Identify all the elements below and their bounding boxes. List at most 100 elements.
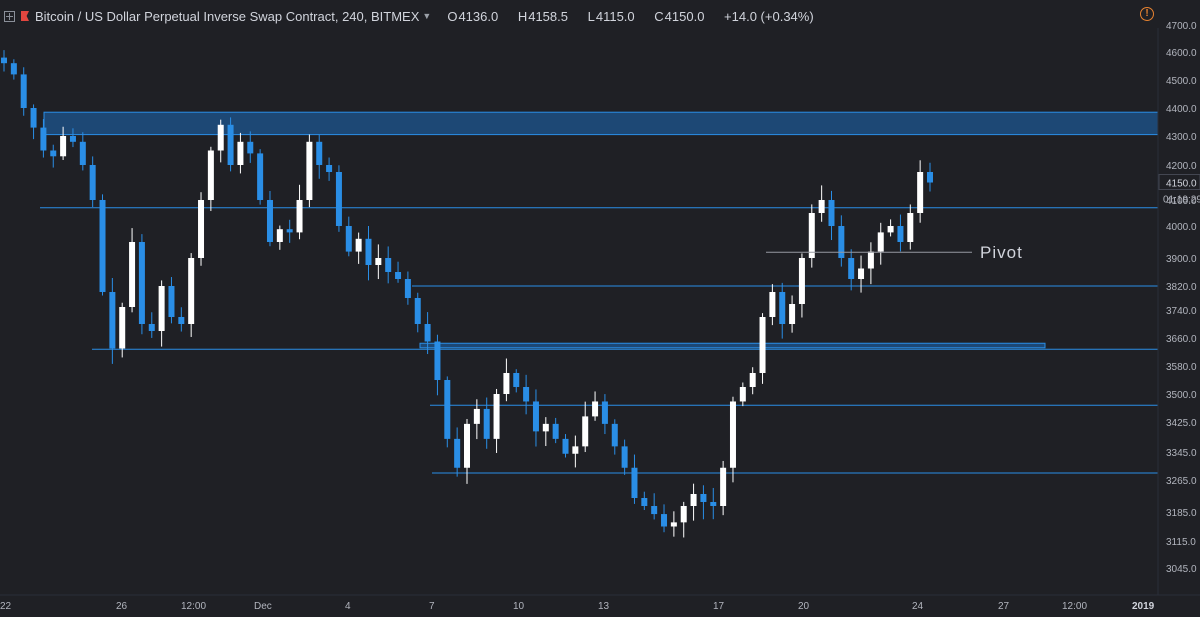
candle-body (316, 141, 323, 165)
candle-body (867, 251, 874, 269)
candle-body (651, 506, 658, 515)
candle-body (562, 438, 569, 454)
candle-body (306, 141, 313, 200)
candle-body (89, 165, 96, 200)
time-tick-label: 24 (912, 601, 924, 612)
candle-body (710, 502, 717, 506)
time-tick-label: 13 (598, 601, 610, 612)
pivot-label: Pivot (980, 243, 1023, 262)
candle-body (592, 401, 599, 417)
candle-body (207, 150, 214, 200)
candle-body (355, 238, 362, 252)
time-tick-label: 17 (713, 601, 725, 612)
candle-body (424, 324, 431, 342)
time-tick-label: 20 (798, 601, 810, 612)
last-price-box (1158, 174, 1200, 190)
candle-body (779, 292, 786, 324)
price-tick-label: 4100.0 (1166, 196, 1197, 207)
close-label: C (654, 8, 664, 24)
candle-body (188, 258, 195, 324)
candle-body (20, 74, 27, 108)
candle-body (631, 467, 638, 498)
chevron-down-icon[interactable]: ▼ (422, 11, 432, 21)
price-tick-label: 3900.0 (1166, 254, 1197, 265)
candle-body (523, 387, 530, 402)
candle-body (483, 408, 490, 439)
candle-body (365, 238, 372, 265)
candle-body (395, 272, 402, 279)
price-tick-label: 3185.0 (1166, 508, 1197, 519)
warning-icon[interactable]: ! (1140, 7, 1154, 21)
candle-body (700, 494, 707, 502)
exchange-flag-icon (21, 11, 29, 21)
price-tick-label: 4400.0 (1166, 104, 1197, 115)
time-tick-label: 27 (998, 601, 1010, 612)
time-tick-label: 12:00 (1062, 601, 1087, 612)
candle-body (907, 213, 914, 242)
candle-body (661, 514, 668, 527)
candle-body (759, 317, 766, 373)
candle-body (60, 136, 67, 157)
candle-body (582, 416, 589, 447)
candle-body (927, 172, 933, 183)
candle-body (473, 408, 480, 424)
candle-body (739, 387, 746, 402)
candle-body (30, 108, 37, 128)
candle-body (326, 165, 333, 172)
candle-body (503, 373, 510, 394)
price-tick-label: 3045.0 (1166, 564, 1197, 575)
time-tick-label: 22 (0, 601, 12, 612)
candle-body (178, 317, 185, 324)
candle-body (720, 467, 727, 506)
price-tick-label: 3500.0 (1166, 390, 1197, 401)
price-tick-label: 3740.0 (1166, 306, 1197, 317)
candle-body (375, 258, 382, 265)
close-value: 4150.0 (664, 8, 705, 24)
candle-body (158, 286, 165, 331)
price-tick-label: 4500.0 (1166, 76, 1197, 87)
candle-body (79, 141, 86, 165)
candle-body (148, 324, 155, 331)
price-tick-label: 4700.0 (1166, 21, 1197, 32)
candle-body (138, 242, 145, 324)
candle-body (513, 373, 520, 387)
candle-body (818, 200, 825, 213)
candle-body (828, 200, 835, 226)
candle-body (808, 213, 815, 258)
candle-body (119, 307, 126, 349)
candle-body (690, 494, 697, 506)
low-label: L (587, 8, 595, 24)
candle-body (404, 279, 411, 298)
bar-countdown: 01:19:29 (1163, 195, 1200, 206)
time-tick-label: Dec (254, 601, 272, 612)
price-tick-label: 4600.0 (1166, 48, 1197, 59)
candle-body (227, 124, 234, 165)
candle-body (414, 298, 421, 324)
price-tick-label: 3820.0 (1166, 282, 1197, 293)
candle-body (286, 229, 293, 233)
candle-body (345, 226, 352, 252)
candle-body (129, 242, 136, 307)
candle-body (69, 136, 76, 142)
ohlc-values: O4136.0 H4158.5 L4115.0 C4150.0 +14.0 (+… (447, 9, 821, 24)
candle-body (237, 141, 244, 165)
candle-body (621, 446, 628, 468)
candle-body (50, 150, 57, 157)
time-tick-label: 7 (429, 601, 435, 612)
candle-body (789, 304, 796, 324)
time-tick-label: 26 (116, 601, 128, 612)
candle-body (40, 127, 47, 151)
symbol-title[interactable]: Bitcoin / US Dollar Perpetual Inverse Sw… (35, 8, 420, 24)
time-tick-label: 2019 (1132, 601, 1155, 612)
candle-body (217, 124, 224, 151)
candle-body (1, 57, 7, 64)
collapse-icon[interactable] (4, 10, 15, 22)
candle-body (532, 401, 539, 432)
candle-body (611, 423, 618, 447)
price-tick-label: 3660.0 (1166, 334, 1197, 345)
candle-body (168, 286, 175, 317)
resistance-zone (419, 342, 1046, 349)
candle-body (897, 226, 904, 242)
candle-body (266, 200, 273, 242)
